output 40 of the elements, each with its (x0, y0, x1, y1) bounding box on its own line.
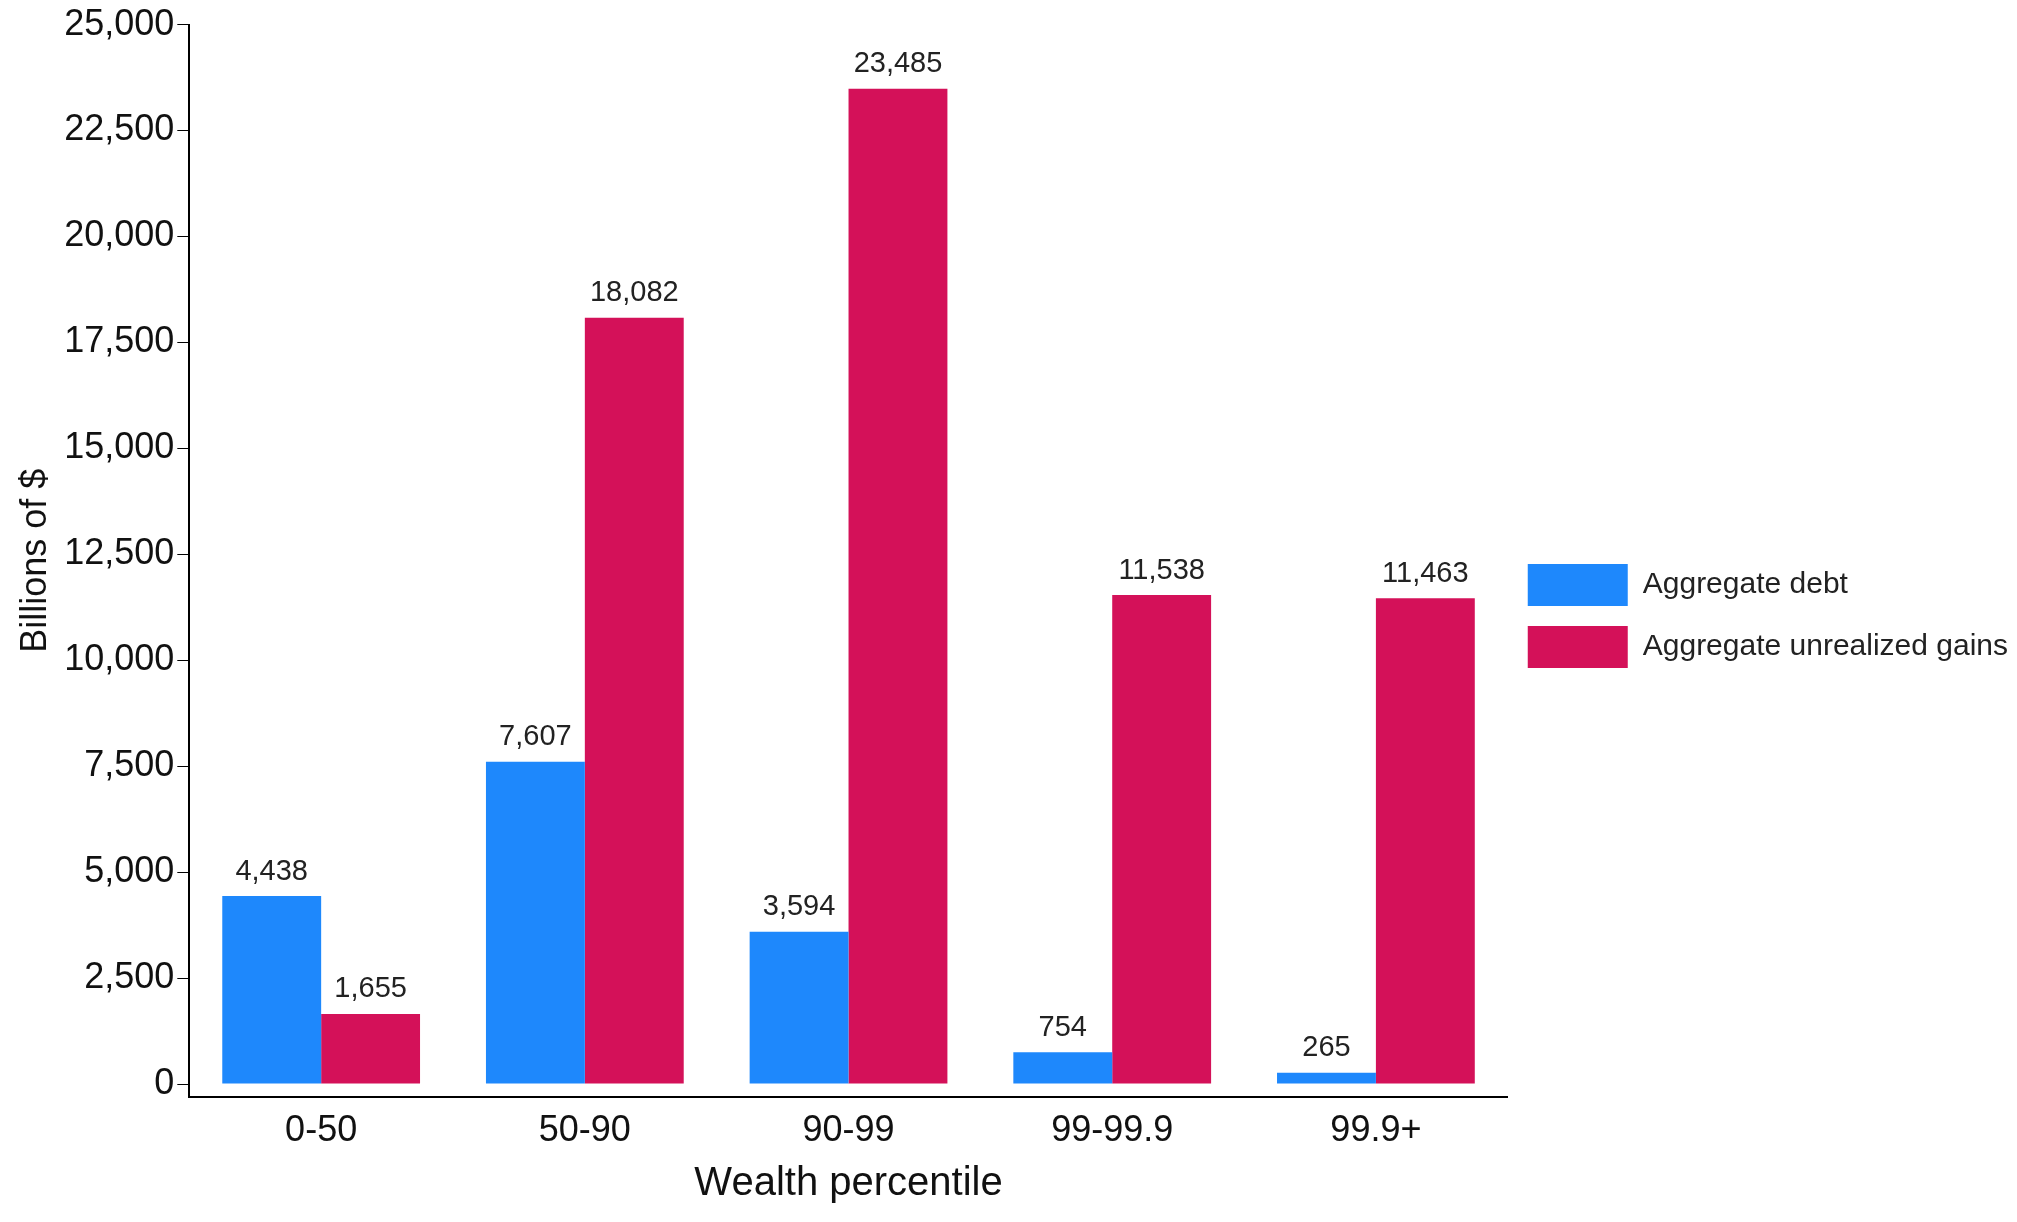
data-label: 23,485 (853, 46, 943, 79)
y-tick-label: 20,000 (64, 213, 175, 255)
y-tick-label: 5,000 (84, 849, 175, 891)
data-label: 7,607 (499, 719, 572, 752)
bar (222, 896, 322, 1084)
y-tick-label: 25,000 (64, 1, 175, 43)
data-label: 754 (1038, 1009, 1087, 1042)
bar (321, 1013, 421, 1084)
legend-label: Aggregate unrealized gains (1642, 628, 2009, 662)
bar (485, 761, 585, 1084)
data-label: 265 (1302, 1030, 1351, 1063)
legend-label: Aggregate debt (1642, 566, 1849, 600)
bar (749, 931, 849, 1084)
data-label: 18,082 (589, 275, 679, 308)
y-tick-label: 7,500 (84, 743, 175, 785)
x-tick-label: 0-50 (285, 1108, 358, 1150)
y-tick-label: 17,500 (64, 319, 175, 361)
y-tick-label: 12,500 (64, 531, 175, 573)
y-tick-label: 2,500 (84, 955, 175, 997)
bar (584, 317, 684, 1084)
bar (848, 88, 948, 1084)
y-axis-title: Billions of $ (12, 468, 54, 653)
y-tick-label: 22,500 (64, 107, 175, 149)
x-tick-label: 99-99.9 (1051, 1108, 1174, 1150)
x-tick-label: 50-90 (538, 1108, 631, 1150)
bar (1375, 598, 1475, 1084)
x-tick-label: 99.9+ (1330, 1108, 1422, 1150)
data-label: 3,594 (762, 889, 836, 922)
y-tick-label: 10,000 (64, 637, 175, 679)
x-axis-title: Wealth percentile (694, 1159, 1003, 1204)
bar (1112, 595, 1212, 1084)
bar (1013, 1052, 1113, 1084)
data-label: 11,538 (1118, 552, 1205, 585)
bar (1277, 1072, 1376, 1084)
data-label: 11,463 (1382, 555, 1469, 588)
data-label: 4,438 (235, 853, 308, 886)
data-label: 1,655 (334, 971, 407, 1004)
x-tick-label: 90-99 (802, 1108, 895, 1150)
y-tick-label: 0 (154, 1061, 175, 1103)
y-tick-label: 15,000 (64, 425, 175, 467)
